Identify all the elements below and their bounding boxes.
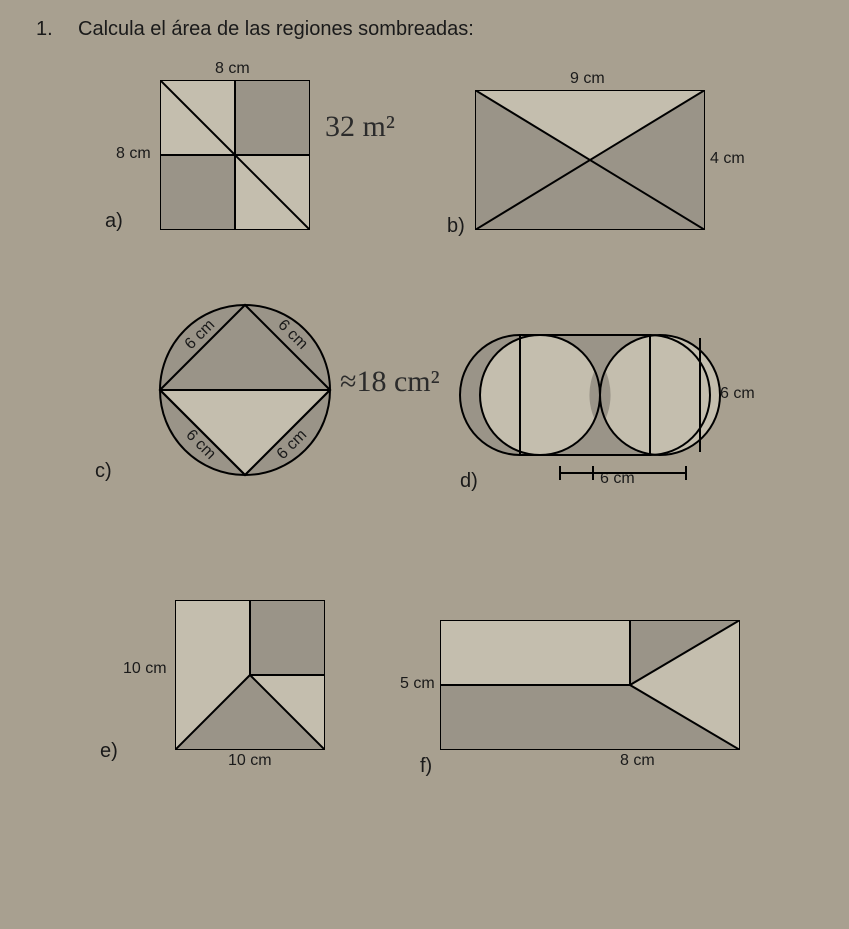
question-text: Calcula el área de las regiones sombread…	[78, 18, 474, 41]
fig-d-right-dim: 6 cm	[720, 385, 755, 403]
label-b: b)	[447, 215, 465, 238]
figure-d	[455, 330, 745, 460]
figure-f	[440, 620, 740, 750]
worksheet-page: 1. Calcula el área de las regiones sombr…	[0, 0, 849, 929]
label-f: f)	[420, 755, 432, 778]
fig-d-dim-line	[558, 466, 688, 480]
label-c: c)	[95, 460, 112, 483]
label-e: e)	[100, 740, 118, 763]
fig-a-top-dim: 8 cm	[215, 60, 250, 78]
figure-e	[175, 600, 325, 750]
figure-a	[160, 80, 310, 230]
fig-f-bottom-dim: 8 cm	[620, 752, 655, 770]
question-number: 1.	[36, 18, 53, 41]
figure-b	[475, 90, 705, 230]
fig-e-bottom-dim: 10 cm	[228, 752, 272, 770]
figure-c	[155, 300, 335, 480]
label-d: d)	[460, 470, 478, 493]
fig-b-top-dim: 9 cm	[570, 70, 605, 88]
annotation-c: ≈18 cm²	[340, 365, 440, 399]
fig-f-left-dim: 5 cm	[400, 675, 435, 693]
label-a: a)	[105, 210, 123, 233]
fig-a-left-dim: 8 cm	[116, 145, 151, 163]
fig-b-right-dim: 4 cm	[710, 150, 745, 168]
annotation-a: 32 m²	[325, 110, 395, 144]
fig-e-left-dim: 10 cm	[123, 660, 167, 678]
